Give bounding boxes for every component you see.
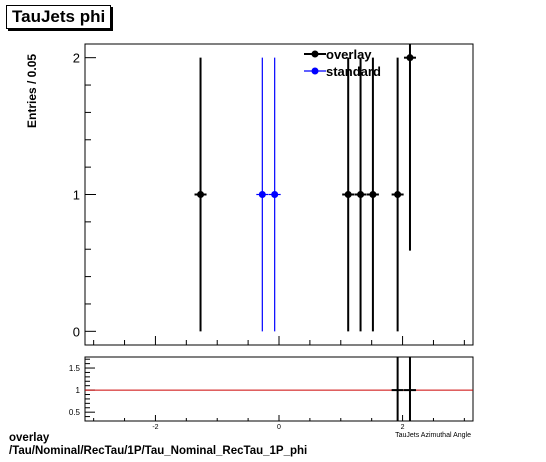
main-y-tick-label: 0 <box>73 324 80 339</box>
overlay-point <box>344 191 352 198</box>
ratio-plot-frame <box>84 356 474 422</box>
legend: overlay standard <box>304 47 381 79</box>
standard-point <box>258 191 266 198</box>
main-axis-ticks <box>85 57 465 345</box>
main-y-tick-label: 2 <box>73 51 80 66</box>
overlay-point <box>369 191 377 198</box>
standard-point <box>271 191 279 198</box>
footer-line-2: /Tau/Nominal/RecTau/1P/Tau_Nominal_RecTa… <box>9 445 308 457</box>
ratio-y-tick-label: 1.5 <box>69 364 81 373</box>
main-y-tick-label: 1 <box>73 188 80 203</box>
y-axis-label: Entries / 0.05 <box>25 54 39 128</box>
legend-overlay-marker <box>311 50 319 58</box>
chart-title: TauJets phi <box>6 5 112 29</box>
x-axis-label: TauJets Azimuthal Angle <box>395 432 471 439</box>
legend-standard-marker <box>311 67 319 75</box>
legend-standard-label: standard <box>326 64 381 79</box>
overlay-point <box>394 191 402 198</box>
footer-line-1: overlay <box>9 432 50 444</box>
ratio-x-tick-label: -2 <box>152 424 158 431</box>
footer: overlay /Tau/Nominal/RecTau/1P/Tau_Nomin… <box>9 432 307 458</box>
ratio-y-tick-labels: 0.5 1 1.5 <box>69 364 81 417</box>
ratio-x-tick-label: 0 <box>277 424 281 431</box>
ratio-x-tick-labels: -2 0 2 <box>152 424 404 431</box>
ratio-y-tick-label: 1 <box>76 386 81 395</box>
overlay-point <box>197 191 205 198</box>
ratio-data-points <box>391 357 416 421</box>
overlay-point <box>406 54 414 62</box>
main-data-points <box>194 44 416 332</box>
ratio-y-tick-label: 0.5 <box>69 408 81 417</box>
overlay-point <box>357 191 365 198</box>
ratio-x-tick-label: 2 <box>401 424 405 431</box>
legend-overlay-label: overlay <box>326 47 372 62</box>
main-y-tick-labels: 0 1 2 <box>73 51 80 340</box>
